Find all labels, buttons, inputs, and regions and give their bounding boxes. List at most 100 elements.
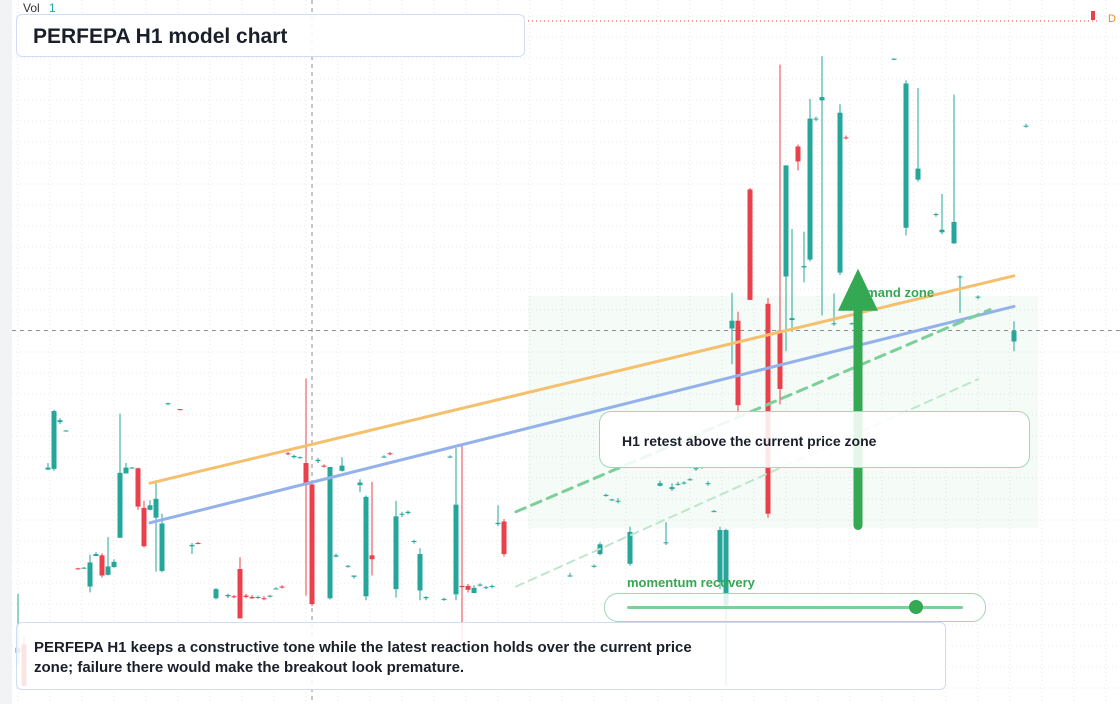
candle-body bbox=[891, 58, 897, 60]
candle-body bbox=[189, 544, 195, 547]
candle-body bbox=[213, 589, 219, 599]
candle-body bbox=[711, 511, 717, 513]
volume-label: Vol bbox=[23, 1, 40, 15]
candle-body bbox=[483, 587, 489, 589]
candle-body bbox=[165, 403, 171, 405]
candle-body bbox=[117, 472, 123, 538]
candle-body bbox=[159, 523, 165, 571]
candle-body bbox=[465, 585, 471, 590]
candle-body bbox=[915, 168, 921, 180]
candle-body bbox=[735, 320, 741, 406]
candle-body bbox=[315, 459, 321, 462]
candle-body bbox=[333, 555, 339, 557]
candle-body bbox=[249, 596, 255, 599]
candle-body bbox=[147, 505, 153, 510]
candle-body bbox=[627, 531, 633, 564]
price-tag: D bbox=[1108, 13, 1116, 25]
candle-body bbox=[807, 118, 813, 260]
candle-body bbox=[135, 468, 141, 507]
candle-body bbox=[141, 507, 147, 547]
candle-body bbox=[903, 83, 909, 228]
candle-body bbox=[231, 596, 237, 598]
candle-body bbox=[723, 530, 729, 606]
candle-body bbox=[459, 585, 465, 588]
candle-body bbox=[291, 455, 297, 458]
candle-body bbox=[681, 482, 687, 484]
candle-body bbox=[849, 323, 855, 325]
momentum-thumb[interactable] bbox=[908, 600, 923, 614]
candle-body bbox=[813, 118, 819, 120]
candle-body bbox=[747, 189, 753, 300]
candle-body bbox=[363, 496, 369, 597]
up-arrow-head bbox=[838, 268, 878, 311]
candle-body bbox=[1011, 331, 1017, 342]
candle-body bbox=[351, 575, 357, 577]
candle-body bbox=[405, 511, 411, 514]
candle-body bbox=[501, 521, 507, 555]
candle-body bbox=[441, 598, 447, 600]
candle-body bbox=[45, 467, 51, 470]
candle-body bbox=[693, 468, 699, 470]
candle-body bbox=[99, 555, 105, 576]
candle-body bbox=[1023, 125, 1029, 127]
candle-body bbox=[729, 320, 735, 329]
candle-body bbox=[381, 456, 387, 458]
candle-body bbox=[279, 586, 285, 588]
candle-body bbox=[423, 596, 429, 599]
candle-body bbox=[453, 504, 459, 595]
candle-body bbox=[303, 463, 309, 486]
candle-body bbox=[951, 221, 957, 244]
candle-body bbox=[75, 568, 81, 570]
candle-body bbox=[567, 575, 573, 577]
candle-body bbox=[783, 165, 789, 277]
candle-body bbox=[267, 595, 273, 597]
candle-body bbox=[837, 112, 843, 273]
candle-body bbox=[843, 137, 849, 139]
candle-body bbox=[603, 494, 609, 496]
momentum-label: momentum recovery bbox=[627, 575, 755, 590]
candle-body bbox=[153, 498, 159, 518]
candle-body bbox=[495, 522, 501, 525]
candle-body bbox=[327, 466, 333, 599]
momentum-slider[interactable] bbox=[604, 593, 986, 622]
candle-body bbox=[87, 562, 93, 587]
candle-body bbox=[669, 487, 675, 490]
candle-body bbox=[591, 565, 597, 567]
candle-body bbox=[63, 430, 69, 432]
candle-body bbox=[393, 516, 399, 590]
summary-box: PERFEPA H1 keeps a constructive tone whi… bbox=[16, 622, 946, 690]
candle-body bbox=[129, 467, 135, 469]
price-marker bbox=[1091, 11, 1095, 20]
candle-body bbox=[471, 587, 477, 594]
summary-text: PERFEPA H1 keeps a constructive tone whi… bbox=[34, 639, 692, 676]
candle-body bbox=[831, 323, 837, 325]
candle-body bbox=[615, 500, 621, 502]
candle-body bbox=[243, 595, 249, 597]
candle-body bbox=[957, 276, 963, 278]
candle-body bbox=[369, 555, 375, 560]
candle-body bbox=[93, 554, 99, 556]
title-box: PERFEPA H1 model chart bbox=[16, 14, 525, 57]
candle-body bbox=[51, 411, 57, 469]
candle-body bbox=[489, 585, 495, 587]
candle-body bbox=[309, 484, 315, 605]
candle-body bbox=[123, 467, 129, 474]
momentum-track bbox=[627, 606, 963, 609]
candle-body bbox=[819, 97, 825, 101]
left-axis-strip bbox=[0, 0, 12, 704]
candle-body bbox=[447, 456, 453, 458]
candle-body bbox=[777, 330, 783, 389]
candle-body bbox=[675, 483, 681, 485]
chart-title: PERFEPA H1 model chart bbox=[33, 25, 288, 48]
candle-body bbox=[477, 584, 483, 586]
demand-zone-label: demand zone bbox=[851, 285, 935, 300]
candle-body bbox=[717, 530, 723, 582]
candle-body bbox=[705, 483, 711, 485]
candle-body bbox=[411, 541, 417, 543]
candle-body bbox=[57, 420, 63, 423]
candle-body bbox=[195, 543, 201, 544]
blue-trendline bbox=[148, 304, 1016, 525]
candle-body bbox=[237, 569, 243, 619]
candle-body bbox=[297, 457, 303, 459]
candle-body bbox=[795, 146, 801, 162]
